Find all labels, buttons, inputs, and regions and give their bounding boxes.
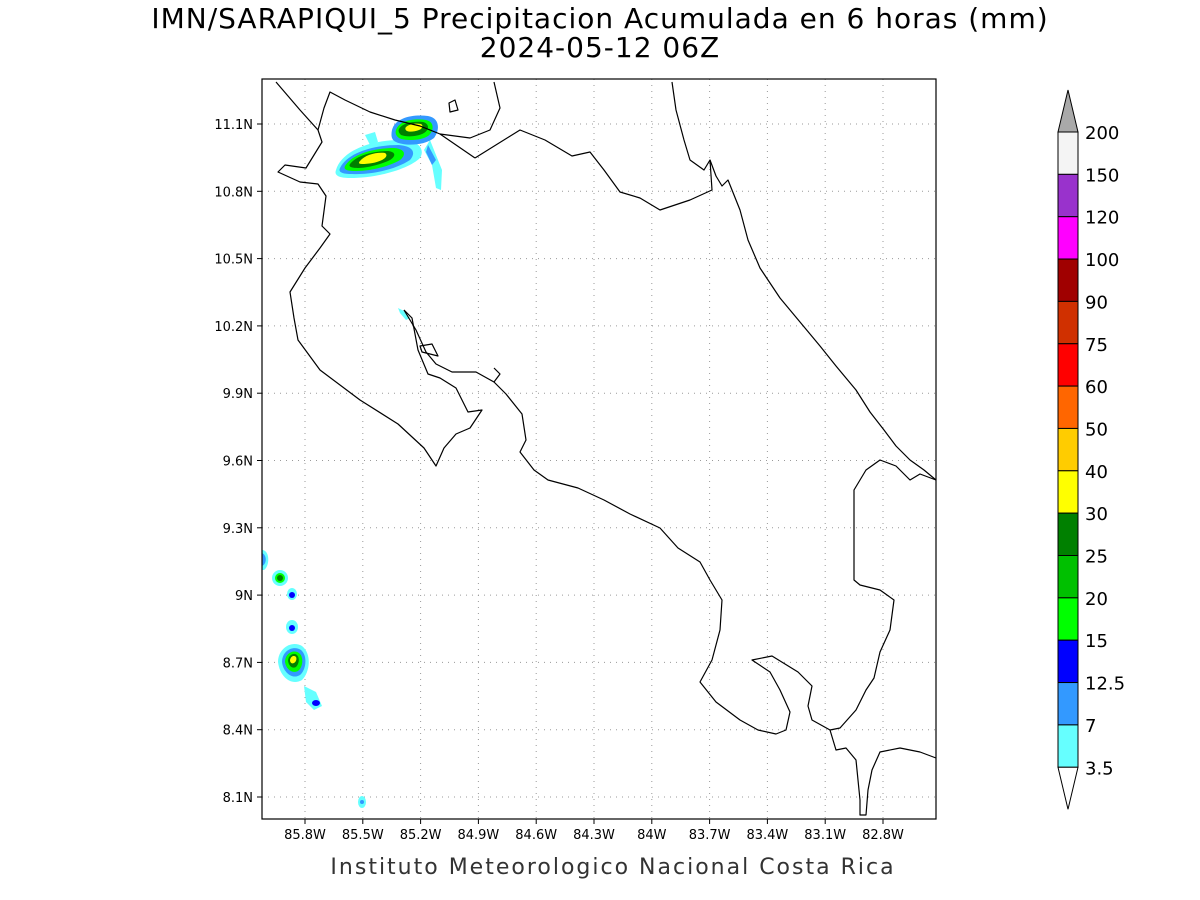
- lat-tick-label: 9.9N: [223, 387, 253, 402]
- precip-cell-nicoya: [398, 308, 410, 320]
- lat-tick-label: 9.3N: [223, 522, 253, 537]
- lat-tick-label: 8.4N: [223, 724, 253, 739]
- colorbar-swatch: [1057, 427, 1079, 472]
- colorbar-swatch: [1057, 682, 1079, 726]
- lat-tick-label: 8.1N: [223, 791, 253, 806]
- colorbar-swatch: [1057, 724, 1079, 768]
- precipitation-field: [262, 115, 442, 808]
- lon-tick-label: 83.4W: [746, 828, 788, 843]
- lon-tick-label: 84.9W: [457, 828, 499, 843]
- lon-tick-label: 83.7W: [689, 828, 731, 843]
- precip-cell-pacific: [262, 550, 366, 808]
- map-frame: [261, 78, 937, 820]
- colorbar-swatch: [1057, 512, 1079, 557]
- lon-tick-label: 85.8W: [284, 828, 326, 843]
- colorbar-label: 15: [1085, 631, 1108, 652]
- colorbar-label: 7: [1085, 716, 1096, 737]
- colorbar-swatch: [1057, 385, 1079, 429]
- lat-tick-label: 9.6N: [223, 455, 253, 470]
- colorbar-top-arrow: [1057, 89, 1079, 133]
- precip-cell-la-cruz: [391, 115, 438, 145]
- colorbar-label: 60: [1085, 377, 1108, 398]
- colorbar-label: 30: [1085, 504, 1108, 525]
- colorbar-bottom-arrow: [1057, 766, 1079, 810]
- map-title: IMN/SARAPIQUI_5 Precipitacion Acumulada …: [151, 2, 1049, 35]
- colorbar-label: 75: [1085, 335, 1108, 356]
- longitude-axis: 85.8W 85.5W 85.2W 84.9W 84.6W 84.3W 84W 83.7W 83…: [284, 828, 904, 843]
- colorbar-legend: 200 150 120 100 90 75 60 50 40 30 25 20 15 12.5 7 3.5: [1057, 89, 1125, 810]
- colorbar-label: 20: [1085, 589, 1108, 610]
- colorbar-swatch: [1057, 470, 1079, 514]
- colorbar-swatch: [1057, 131, 1079, 175]
- lon-tick-label: 85.2W: [400, 828, 442, 843]
- colorbar-label: 90: [1085, 292, 1108, 313]
- colorbar-label: 120: [1085, 208, 1119, 229]
- lat-tick-label: 10.2N: [214, 320, 253, 335]
- institution-footer: Instituto Meteorologico Nacional Costa R…: [330, 855, 896, 880]
- graticule-grid: [262, 79, 936, 819]
- lat-tick-label: 10.5N: [214, 253, 253, 268]
- colorbar-swatch: [1057, 258, 1079, 302]
- lat-tick-label: 10.8N: [214, 185, 253, 200]
- lon-tick-label: 85.5W: [342, 828, 384, 843]
- lon-tick-label: 84W: [637, 828, 667, 843]
- colorbar-label: 50: [1085, 419, 1108, 440]
- colorbar-swatch: [1057, 555, 1079, 599]
- colorbar-label: 12.5: [1085, 674, 1125, 695]
- colorbar-swatch: [1057, 343, 1079, 387]
- colorbar-swatch: [1057, 639, 1079, 684]
- colorbar-swatch: [1057, 300, 1079, 345]
- lon-tick-label: 83.1W: [804, 828, 846, 843]
- colorbar-swatch: [1057, 173, 1079, 218]
- lat-tick-label: 8.7N: [223, 656, 253, 671]
- colorbar-label: 25: [1085, 547, 1108, 568]
- lat-tick-label: 11.1N: [214, 118, 253, 133]
- lat-tick-label: 9N: [235, 589, 253, 604]
- precip-cell-santa-elena: [335, 132, 442, 190]
- lon-tick-label: 84.6W: [515, 828, 557, 843]
- colorbar-label: 100: [1085, 250, 1119, 271]
- colorbar-label: 3.5: [1085, 758, 1114, 779]
- colorbar-label: 200: [1085, 123, 1119, 144]
- colorbar-swatch: [1057, 597, 1079, 641]
- lon-tick-label: 84.3W: [573, 828, 615, 843]
- coastlines-and-borders: [275, 81, 937, 816]
- latitude-axis: 11.1N 10.8N 10.5N 10.2N 9.9N 9.6N 9.3N 9N 8.7N 8.…: [214, 118, 253, 806]
- colorbar-label: 40: [1085, 462, 1108, 483]
- lon-tick-label: 82.8W: [862, 828, 904, 843]
- map-valid-time: 2024-05-12 06Z: [479, 31, 721, 64]
- colorbar-swatch: [1057, 216, 1079, 260]
- colorbar-label: 150: [1085, 165, 1119, 186]
